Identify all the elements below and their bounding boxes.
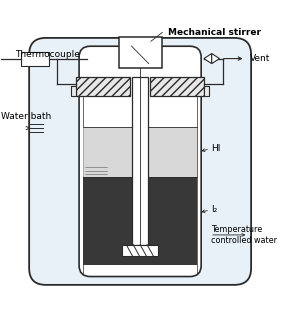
Text: Temperature
controlled water: Temperature controlled water bbox=[211, 225, 277, 244]
Text: I₂: I₂ bbox=[211, 205, 217, 214]
Bar bbox=[132, 77, 148, 244]
Text: Thermocouple: Thermocouple bbox=[15, 50, 80, 59]
Text: Water bath: Water bath bbox=[1, 113, 52, 122]
Text: Mechanical stirrer: Mechanical stirrer bbox=[168, 28, 261, 37]
Bar bbox=[122, 244, 158, 256]
Text: HI: HI bbox=[211, 144, 220, 153]
Polygon shape bbox=[212, 53, 219, 64]
Bar bbox=[21, 52, 49, 66]
FancyBboxPatch shape bbox=[29, 38, 251, 285]
FancyBboxPatch shape bbox=[79, 46, 201, 276]
Bar bbox=[76, 77, 130, 96]
Polygon shape bbox=[204, 53, 212, 64]
Bar bbox=[119, 36, 162, 68]
Bar bbox=[204, 86, 210, 96]
Polygon shape bbox=[83, 127, 197, 177]
Bar bbox=[150, 77, 204, 96]
Bar bbox=[71, 86, 76, 96]
Text: Vent: Vent bbox=[250, 54, 270, 63]
Polygon shape bbox=[83, 177, 197, 266]
